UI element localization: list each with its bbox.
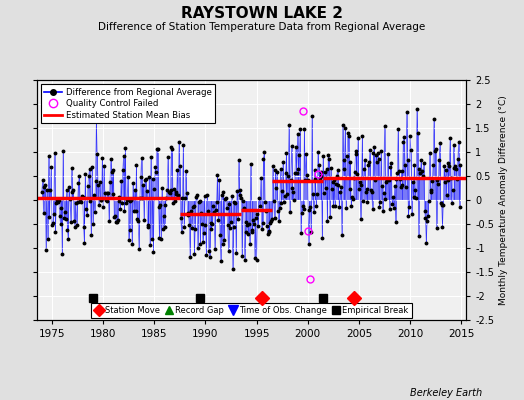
Text: Difference of Station Temperature Data from Regional Average: Difference of Station Temperature Data f… [99,22,425,32]
Legend: Station Move, Record Gap, Time of Obs. Change, Empirical Break: Station Move, Record Gap, Time of Obs. C… [91,302,412,318]
Y-axis label: Monthly Temperature Anomaly Difference (°C): Monthly Temperature Anomaly Difference (… [498,95,508,305]
Text: Berkeley Earth: Berkeley Earth [410,388,482,398]
Text: RAYSTOWN LAKE 2: RAYSTOWN LAKE 2 [181,6,343,21]
